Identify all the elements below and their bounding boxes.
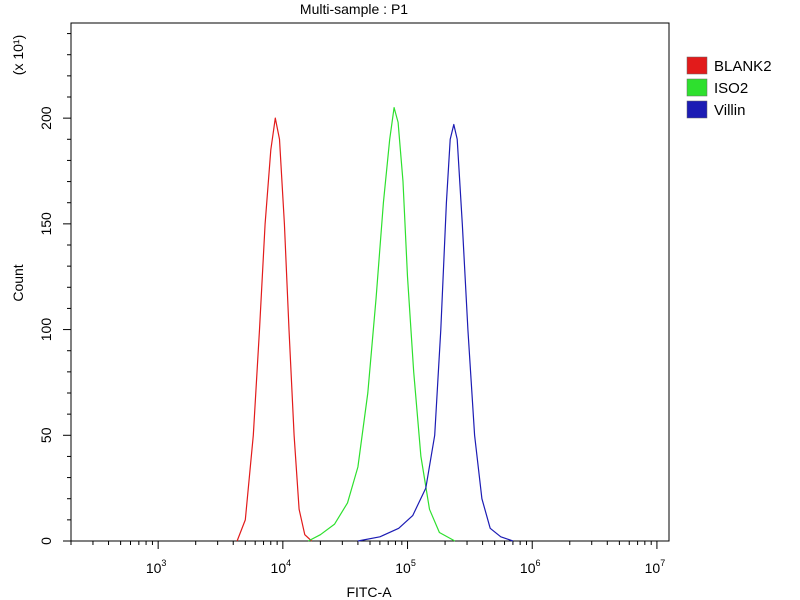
legend-swatch-villin: [686, 100, 708, 119]
plot-area-frame: [70, 22, 670, 542]
x-tick-label: 103: [146, 558, 167, 576]
legend-swatch-blank2: [686, 56, 708, 75]
x-tick-label: 105: [395, 558, 416, 576]
y-tick-label: 100: [38, 318, 54, 342]
chart-title: Multi-sample : P1: [300, 1, 408, 17]
x-axis-title: FITC-A: [346, 584, 392, 600]
y-tick-label: 200: [38, 106, 54, 130]
legend-label-iso2: ISO2: [714, 80, 748, 97]
legend: BLANK2 ISO2 Villin: [686, 56, 772, 119]
x-tick-label: 106: [520, 558, 541, 576]
y-tick-label: 0: [38, 537, 54, 545]
x-tick-label: 104: [271, 558, 292, 576]
axis-ticks: 103 104 105 106 107 0 50 100 150 200: [38, 33, 666, 576]
x-tick-label: 107: [645, 558, 666, 576]
y-axis-multiplier: (x 10¹): [10, 35, 26, 75]
series-line-iso2: [308, 107, 456, 542]
y-axis-title: Count: [10, 264, 26, 301]
series-line-blank2: [236, 117, 313, 542]
y-tick-label: 150: [38, 212, 54, 236]
legend-swatch-iso2: [686, 78, 708, 97]
y-tick-label: 50: [38, 427, 54, 443]
legend-label-blank2: BLANK2: [714, 58, 772, 75]
legend-label-villin: Villin: [714, 102, 745, 119]
series-line-villin: [357, 123, 514, 542]
series-layer: [236, 107, 514, 542]
